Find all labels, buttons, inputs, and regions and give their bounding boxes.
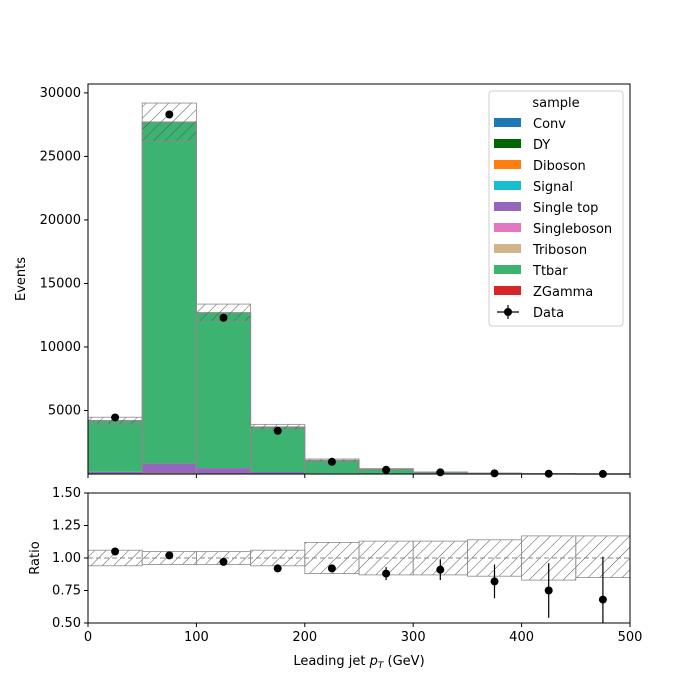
ratio-panel: 0.50 0.75 1.00 1.25 1.50 0 100 200 300 400 500 Ra…	[28, 486, 642, 671]
ratio-point	[490, 577, 499, 586]
legend-label: Signal	[533, 180, 573, 195]
legend-label: Conv	[533, 117, 566, 132]
bar-single-top	[88, 471, 143, 474]
legend-label: Diboson	[533, 159, 586, 174]
ratio-y-tick-label: 0.75	[52, 584, 81, 599]
legend-frame	[488, 90, 624, 327]
data-point	[436, 468, 445, 477]
x-axis-label: Leading jet pT (GeV)	[293, 654, 424, 671]
data-point	[382, 465, 391, 474]
bar-single-top	[196, 468, 251, 474]
bar-ttbar	[88, 420, 143, 472]
main-axes-frame	[87, 83, 631, 475]
legend-swatch	[494, 223, 521, 232]
legend-label: DY	[533, 138, 550, 153]
y-tick-label: 15000	[40, 276, 81, 291]
legend-swatch	[494, 244, 521, 253]
data-point	[327, 457, 336, 466]
legend-swatch	[494, 160, 521, 169]
ratio-point	[436, 565, 445, 574]
y-tick-label: 5000	[48, 403, 81, 418]
data-point	[111, 413, 120, 422]
legend-items: Conv DY Diboson Signal Single top Singleboson…	[494, 117, 612, 321]
data-point	[219, 313, 228, 322]
bar-single-top	[142, 463, 197, 474]
legend-swatch	[494, 181, 521, 190]
bar-ttbar	[142, 122, 197, 464]
x-tick-label: 400	[509, 630, 534, 645]
data-point	[490, 469, 499, 478]
x-tick-label: 300	[401, 630, 426, 645]
legend-title: sample	[532, 96, 579, 111]
ratio-y-ticks: 0.50 0.75 1.00 1.25 1.50	[52, 486, 88, 631]
data-point	[165, 110, 174, 119]
y-tick-label: 20000	[40, 213, 81, 228]
x-tick-label: 0	[84, 630, 92, 645]
ratio-point	[165, 551, 174, 560]
ratio-y-axis-label: Ratio	[28, 541, 43, 574]
bar-ttbar	[196, 312, 251, 469]
y-tick-label: 30000	[40, 86, 81, 101]
main-y-ticks: 5000 10000 15000 20000 25000 30000	[40, 86, 88, 418]
legend-swatch	[494, 265, 521, 274]
ratio-point	[598, 595, 607, 604]
x-tick-label: 500	[618, 630, 643, 645]
ratio-y-tick-label: 1.25	[52, 519, 81, 534]
ratio-points	[111, 547, 607, 623]
ratio-point	[111, 547, 120, 556]
legend-label: Triboson	[532, 243, 587, 258]
ratio-point	[327, 564, 336, 573]
legend-data-marker	[504, 308, 512, 316]
ratio-y-tick-label: 1.50	[52, 486, 81, 501]
legend-swatch	[494, 139, 521, 148]
ratio-point	[273, 564, 282, 573]
ratio-point	[219, 557, 228, 566]
main-panel: 5000 10000 15000 20000 25000 30000 Events	[14, 83, 631, 478]
ratio-point	[382, 569, 391, 578]
bar-single-top	[250, 471, 305, 474]
legend-swatch	[494, 202, 521, 211]
x-tick-label: 100	[184, 630, 209, 645]
bar-ttbar	[304, 460, 359, 474]
ratio-y-tick-label: 0.50	[52, 616, 81, 631]
main-x-ticks	[87, 474, 631, 478]
mc-uncertainty-box	[141, 102, 197, 142]
y-tick-label: 25000	[40, 149, 81, 164]
legend-swatch	[494, 286, 521, 295]
data-point	[273, 426, 282, 435]
ratio-x-ticks: 0 100 200 300 400 500	[84, 623, 643, 645]
y-tick-label: 10000	[40, 340, 81, 355]
legend-label: ZGamma	[533, 285, 593, 300]
main-y-axis-label: Events	[14, 257, 29, 301]
legend-label: Data	[533, 306, 564, 321]
legend-label: Ttbar	[532, 264, 568, 279]
x-tick-label: 200	[292, 630, 317, 645]
legend-swatch	[494, 118, 521, 127]
legend-label: Single top	[533, 201, 598, 216]
ratio-y-tick-label: 1.00	[52, 551, 81, 566]
legend: sample Conv DY Diboson Signal Single top Sing…	[488, 90, 624, 327]
legend-label: Singleboson	[533, 222, 612, 237]
ratio-point	[544, 586, 553, 595]
